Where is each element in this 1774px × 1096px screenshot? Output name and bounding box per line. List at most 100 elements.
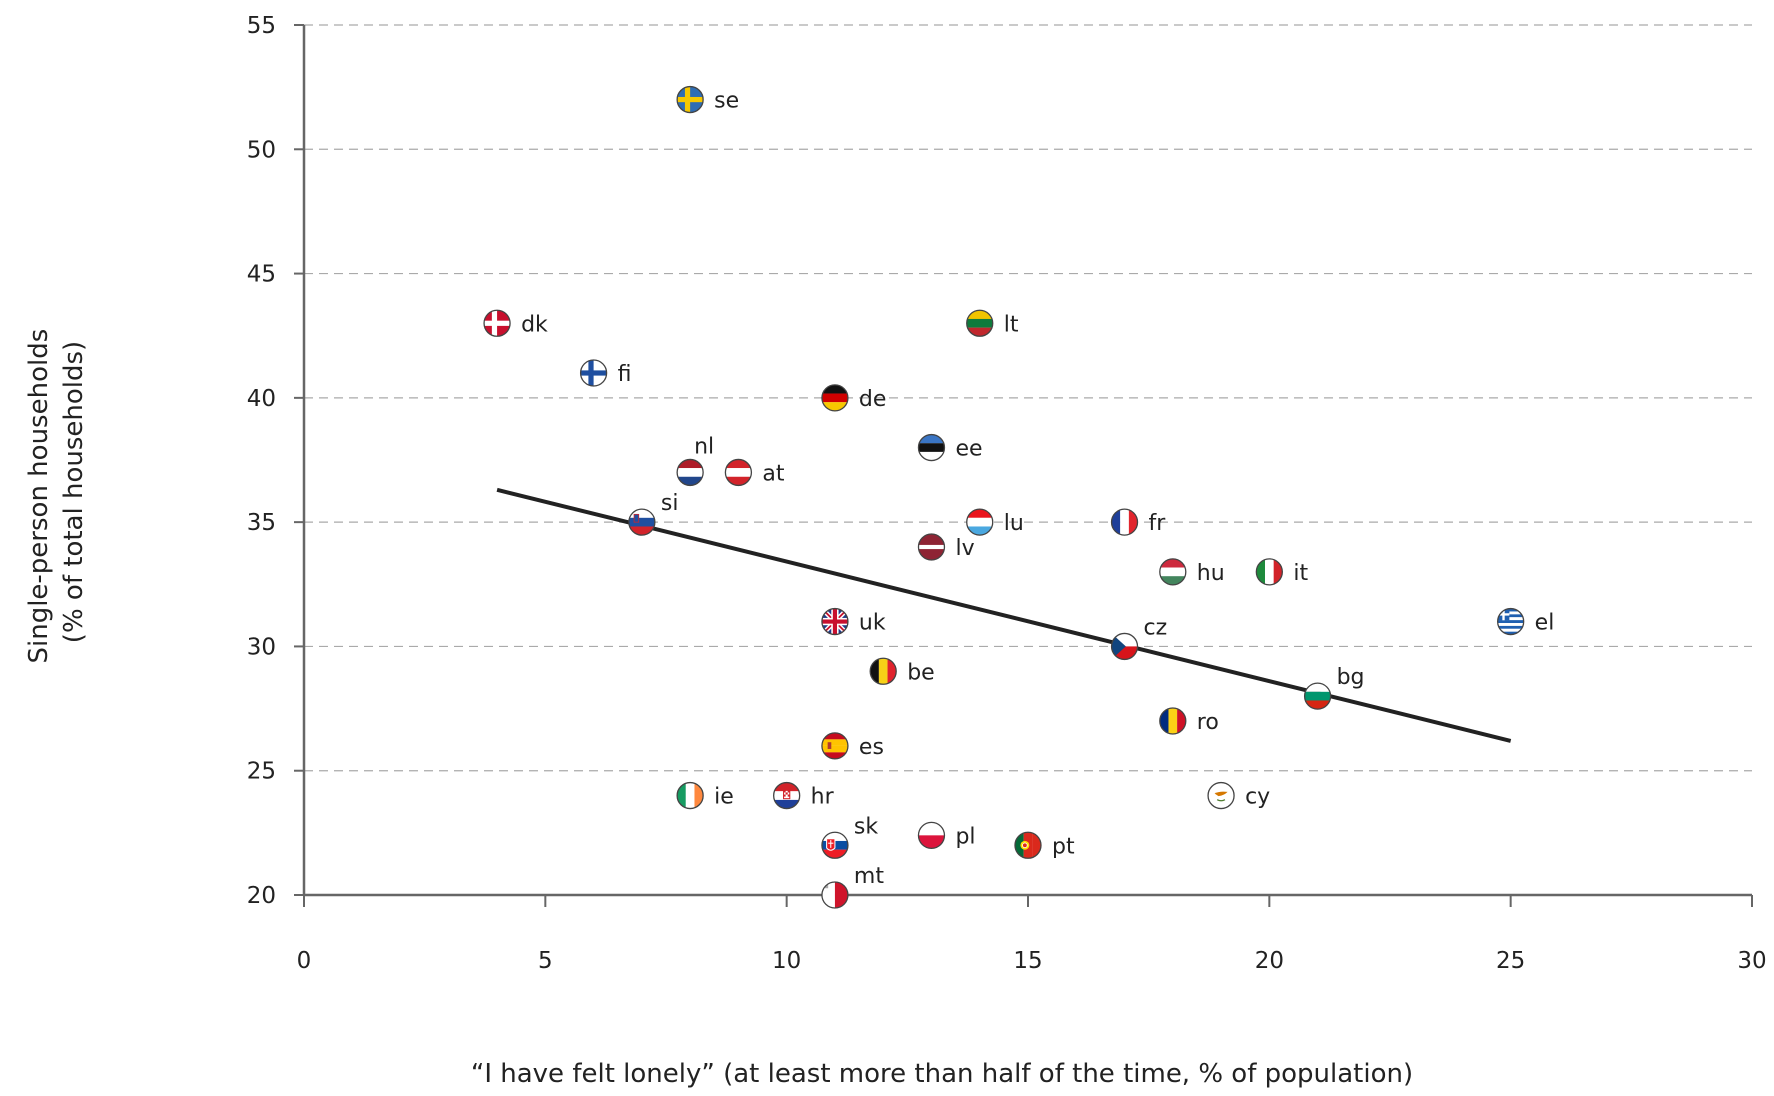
y-tick-label: 40 (247, 386, 276, 412)
point-pl: pl (917, 821, 976, 849)
x-tick-label: 15 (1013, 948, 1042, 974)
point-se: se (676, 85, 739, 114)
y-tick-label: 35 (247, 510, 276, 536)
spain-flag-icon (821, 732, 848, 759)
point-dk: dk (483, 309, 548, 337)
point-label: bg (1337, 665, 1365, 690)
point-label: nl (694, 434, 714, 459)
point-label: it (1293, 561, 1308, 586)
point-sk: sk (821, 814, 878, 859)
germany-flag-icon (821, 384, 848, 411)
point-bg: bg (1303, 665, 1365, 710)
point-marker (676, 458, 704, 487)
point-label: fr (1149, 511, 1167, 536)
point-marker (1159, 558, 1187, 586)
point-it: it (1255, 558, 1308, 586)
x-tick-label: 30 (1737, 948, 1766, 974)
y-tick-label: 45 (247, 262, 276, 288)
point-marker (1159, 707, 1187, 735)
croatia-flag-icon (773, 782, 800, 809)
point-cy: cy (1207, 781, 1270, 810)
y-tick-label: 20 (247, 883, 276, 909)
point-label: be (907, 660, 935, 685)
point-label: lt (1004, 312, 1019, 337)
point-marker (869, 657, 897, 685)
point-marker (1014, 831, 1042, 859)
point-ro: ro (1159, 707, 1219, 735)
point-nl: nl (676, 434, 714, 487)
grid-lines (304, 24, 1752, 772)
trend-line (496, 487, 1512, 743)
point-pt: pt (1014, 831, 1075, 859)
point-de: de (821, 384, 887, 412)
point-be: be (869, 657, 935, 685)
x-tick-label: 25 (1496, 948, 1525, 974)
finland-flag-icon (580, 360, 607, 386)
slovakia-flag-icon (821, 832, 848, 859)
poland-flag-icon (918, 822, 945, 849)
romania-flag-icon (1159, 708, 1186, 734)
point-lu: lu (966, 508, 1024, 536)
point-lt: lt (966, 309, 1019, 337)
point-label: hr (811, 785, 835, 810)
belgium-flag-icon (870, 658, 897, 685)
point-marker (1255, 558, 1283, 586)
point-label: pl (955, 824, 975, 849)
point-marker (1207, 781, 1235, 810)
y-tick-label: 30 (247, 634, 276, 660)
point-marker (483, 309, 511, 337)
luxembourg-flag-icon (966, 509, 993, 536)
point-label: de (859, 387, 887, 412)
point-uk: uk (821, 607, 886, 636)
point-ie: ie (676, 781, 734, 810)
point-marker (821, 384, 849, 412)
france-flag-icon (1111, 509, 1138, 536)
x-tick-label: 10 (772, 948, 801, 974)
point-label: se (714, 89, 739, 114)
point-label: ee (955, 437, 982, 462)
hungary-flag-icon (1159, 558, 1186, 585)
point-marker (966, 309, 994, 337)
point-label: sk (854, 814, 878, 839)
point-marker (917, 533, 946, 561)
x-tick-label: 5 (538, 948, 553, 974)
point-marker (676, 85, 704, 114)
point-label: at (762, 461, 784, 486)
x-axis-title: “I have felt lonely” (at least more than… (471, 1059, 1413, 1089)
point-fr: fr (1110, 508, 1167, 536)
point-marker (676, 781, 704, 810)
ireland-flag-icon (677, 782, 704, 809)
data-points: se dk lt fi de ee nl at si lu fr lv hu it uk el cz be bg ro… (483, 85, 1554, 909)
point-mt: mt (821, 864, 884, 909)
y-axis-title-line-1: Single-person households (24, 329, 54, 664)
slovenia-flag-icon (628, 509, 655, 536)
point-label: hu (1197, 561, 1225, 586)
netherlands-flag-icon (677, 459, 704, 486)
point-marker (1497, 607, 1525, 636)
point-label: ie (714, 785, 734, 810)
point-marker (724, 458, 753, 487)
point-marker (1303, 682, 1332, 710)
point-si: si (628, 491, 678, 536)
point-label: fi (618, 362, 632, 387)
point-label: mt (854, 864, 884, 889)
greece-flag-icon (1497, 608, 1524, 635)
point-marker (917, 433, 946, 462)
portugal-flag-icon (1015, 832, 1041, 859)
point-label: es (859, 735, 884, 760)
malta-flag-icon (821, 882, 848, 908)
czechia-flag-icon (1111, 633, 1138, 660)
y-tick-label: 55 (247, 13, 276, 39)
point-fi: fi (579, 359, 632, 387)
point-label: ro (1197, 710, 1219, 735)
point-hu: hu (1159, 558, 1225, 586)
point-label: dk (521, 312, 548, 337)
point-es: es (821, 732, 884, 760)
point-marker (821, 732, 849, 760)
sweden-flag-icon (677, 86, 704, 113)
point-lv: lv (917, 533, 975, 561)
latvia-flag-icon (918, 534, 945, 560)
point-hr: hr (773, 781, 835, 810)
point-label: lv (955, 536, 974, 561)
